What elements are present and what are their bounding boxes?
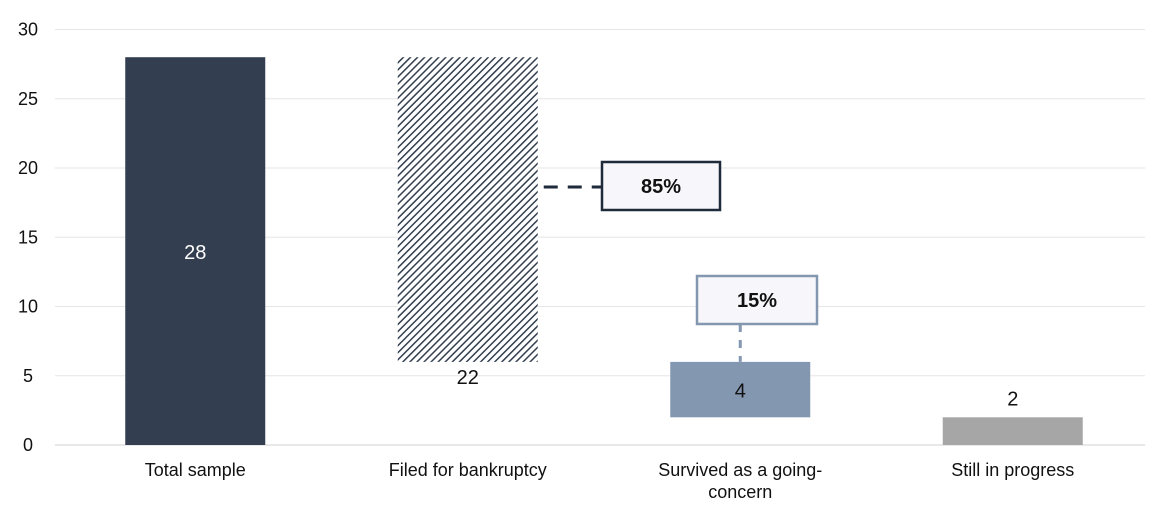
data-labels: 28 22 4 2: [184, 242, 1018, 410]
data-label: 2: [1007, 388, 1018, 410]
data-label: 28: [184, 242, 206, 264]
bar-filed-for-bankruptcy: [397, 57, 538, 362]
x-category-label: Total sample: [145, 460, 246, 480]
callout-text-85: 85%: [641, 176, 681, 198]
x-category-label: Survived as a going-: [658, 460, 822, 480]
data-label: 22: [457, 367, 479, 389]
y-axis: 0 5 10 15 20 25 30: [18, 20, 38, 456]
bars: [125, 57, 1083, 445]
y-tick-label: 30: [18, 20, 38, 40]
x-category-label: Still in progress: [951, 460, 1074, 480]
callouts: 85% 15%: [543, 160, 819, 362]
x-category-label: concern: [708, 482, 772, 502]
x-category-label: Filed for bankruptcy: [389, 460, 547, 480]
y-tick-label: 10: [18, 297, 38, 317]
y-tick-label: 20: [18, 158, 38, 178]
y-tick-label: 5: [23, 366, 33, 386]
callout-box-15: [695, 274, 819, 326]
bar-total-sample: [125, 57, 266, 445]
callout-box-85: [600, 160, 722, 212]
y-tick-label: 25: [18, 89, 38, 109]
x-axis-categories: Total sample Filed for bankruptcy Survived…: [145, 460, 1075, 502]
bar-survived-as-a-going-concern: [670, 361, 811, 418]
callout-text-15: 15%: [737, 290, 777, 312]
data-label: 4: [735, 381, 746, 403]
bar-still-in-progress: [942, 417, 1083, 445]
y-tick-label: 15: [18, 227, 38, 247]
y-tick-label: 0: [23, 435, 33, 455]
